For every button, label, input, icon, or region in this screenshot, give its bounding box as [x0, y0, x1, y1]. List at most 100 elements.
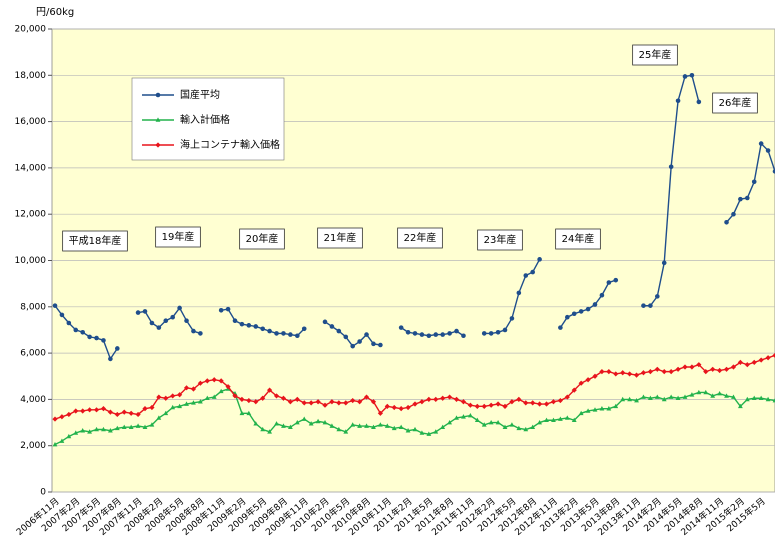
marker	[280, 395, 287, 401]
marker	[668, 369, 674, 375]
marker	[772, 352, 775, 359]
marker	[371, 424, 376, 429]
marker	[294, 396, 300, 402]
marker	[357, 423, 363, 428]
marker	[412, 331, 418, 336]
marker	[343, 400, 349, 406]
marker	[516, 425, 522, 431]
marker	[557, 397, 563, 404]
marker	[675, 98, 681, 104]
marker	[440, 332, 445, 337]
marker	[654, 366, 660, 372]
annotation-box	[477, 229, 523, 251]
marker	[558, 325, 563, 330]
marker	[184, 401, 189, 406]
marker	[377, 422, 383, 427]
marker	[419, 430, 425, 435]
marker	[689, 364, 695, 370]
marker	[557, 416, 563, 421]
annotation: 26年産	[719, 96, 752, 109]
legend-label: 輸入計価格	[180, 113, 230, 126]
marker	[564, 394, 570, 400]
marker	[115, 346, 120, 351]
marker	[142, 424, 148, 429]
marker	[647, 395, 653, 401]
marker	[52, 441, 58, 447]
annotation-box	[239, 228, 285, 250]
marker	[267, 328, 272, 334]
marker	[537, 257, 542, 262]
marker	[260, 395, 266, 401]
marker	[350, 343, 355, 349]
marker	[460, 399, 467, 405]
marker	[509, 399, 515, 405]
marker	[571, 417, 577, 423]
marker	[613, 403, 619, 409]
marker	[197, 399, 203, 404]
marker	[509, 316, 515, 321]
marker	[384, 403, 390, 409]
marker	[239, 396, 245, 402]
marker	[121, 424, 127, 429]
marker	[661, 369, 667, 375]
marker	[502, 327, 508, 333]
marker	[433, 429, 439, 434]
marker	[745, 195, 750, 201]
y-tick-label: 10,000	[15, 256, 47, 266]
marker	[461, 333, 466, 339]
marker	[128, 410, 134, 416]
marker	[710, 366, 716, 372]
marker	[232, 318, 238, 323]
marker	[613, 277, 619, 283]
marker	[412, 426, 418, 432]
annotation-box	[397, 227, 443, 249]
marker	[177, 403, 183, 409]
marker	[537, 419, 543, 425]
marker	[253, 324, 259, 329]
marker	[274, 331, 279, 336]
marker	[640, 370, 647, 376]
annotation: 20年産	[246, 232, 279, 245]
marker	[364, 423, 369, 428]
marker	[592, 302, 598, 307]
marker	[260, 326, 265, 332]
marker	[301, 416, 307, 421]
marker	[357, 339, 362, 344]
annotation: 24年産	[562, 232, 595, 245]
marker	[731, 394, 736, 399]
marker	[440, 424, 446, 429]
marker	[59, 312, 65, 318]
marker	[578, 410, 584, 416]
marker	[156, 394, 162, 400]
marker	[156, 325, 162, 330]
marker	[599, 292, 605, 298]
marker	[654, 394, 660, 399]
marker	[758, 141, 764, 146]
marker	[655, 294, 660, 299]
marker	[751, 395, 757, 401]
legend-marker	[155, 142, 161, 148]
marker	[177, 305, 182, 311]
marker	[530, 400, 536, 406]
marker	[87, 334, 92, 340]
marker	[488, 331, 494, 336]
marker	[329, 399, 335, 405]
marker	[696, 99, 702, 105]
marker	[509, 422, 515, 427]
marker	[364, 332, 369, 337]
marker	[585, 306, 591, 312]
marker	[440, 395, 446, 401]
marker	[599, 406, 605, 411]
marker	[322, 419, 328, 425]
marker	[571, 311, 577, 317]
y-tick-label: 2,000	[20, 441, 46, 451]
marker	[668, 164, 674, 170]
marker	[744, 362, 750, 368]
marker	[627, 371, 633, 377]
marker	[80, 428, 86, 433]
marker	[405, 404, 411, 411]
marker	[454, 415, 459, 420]
marker	[564, 415, 570, 420]
marker	[357, 399, 363, 405]
annotation: 19年産	[162, 230, 195, 243]
